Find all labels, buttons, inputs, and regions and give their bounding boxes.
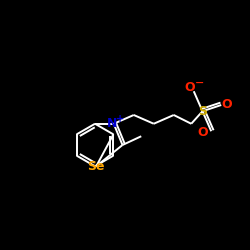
Text: O: O	[197, 126, 208, 139]
Text: +: +	[116, 114, 124, 124]
Text: O: O	[185, 81, 195, 94]
Text: O: O	[221, 98, 232, 112]
Text: Se: Se	[88, 160, 105, 173]
Text: −: −	[195, 78, 205, 88]
Text: N: N	[107, 117, 118, 130]
Text: S: S	[198, 105, 207, 118]
